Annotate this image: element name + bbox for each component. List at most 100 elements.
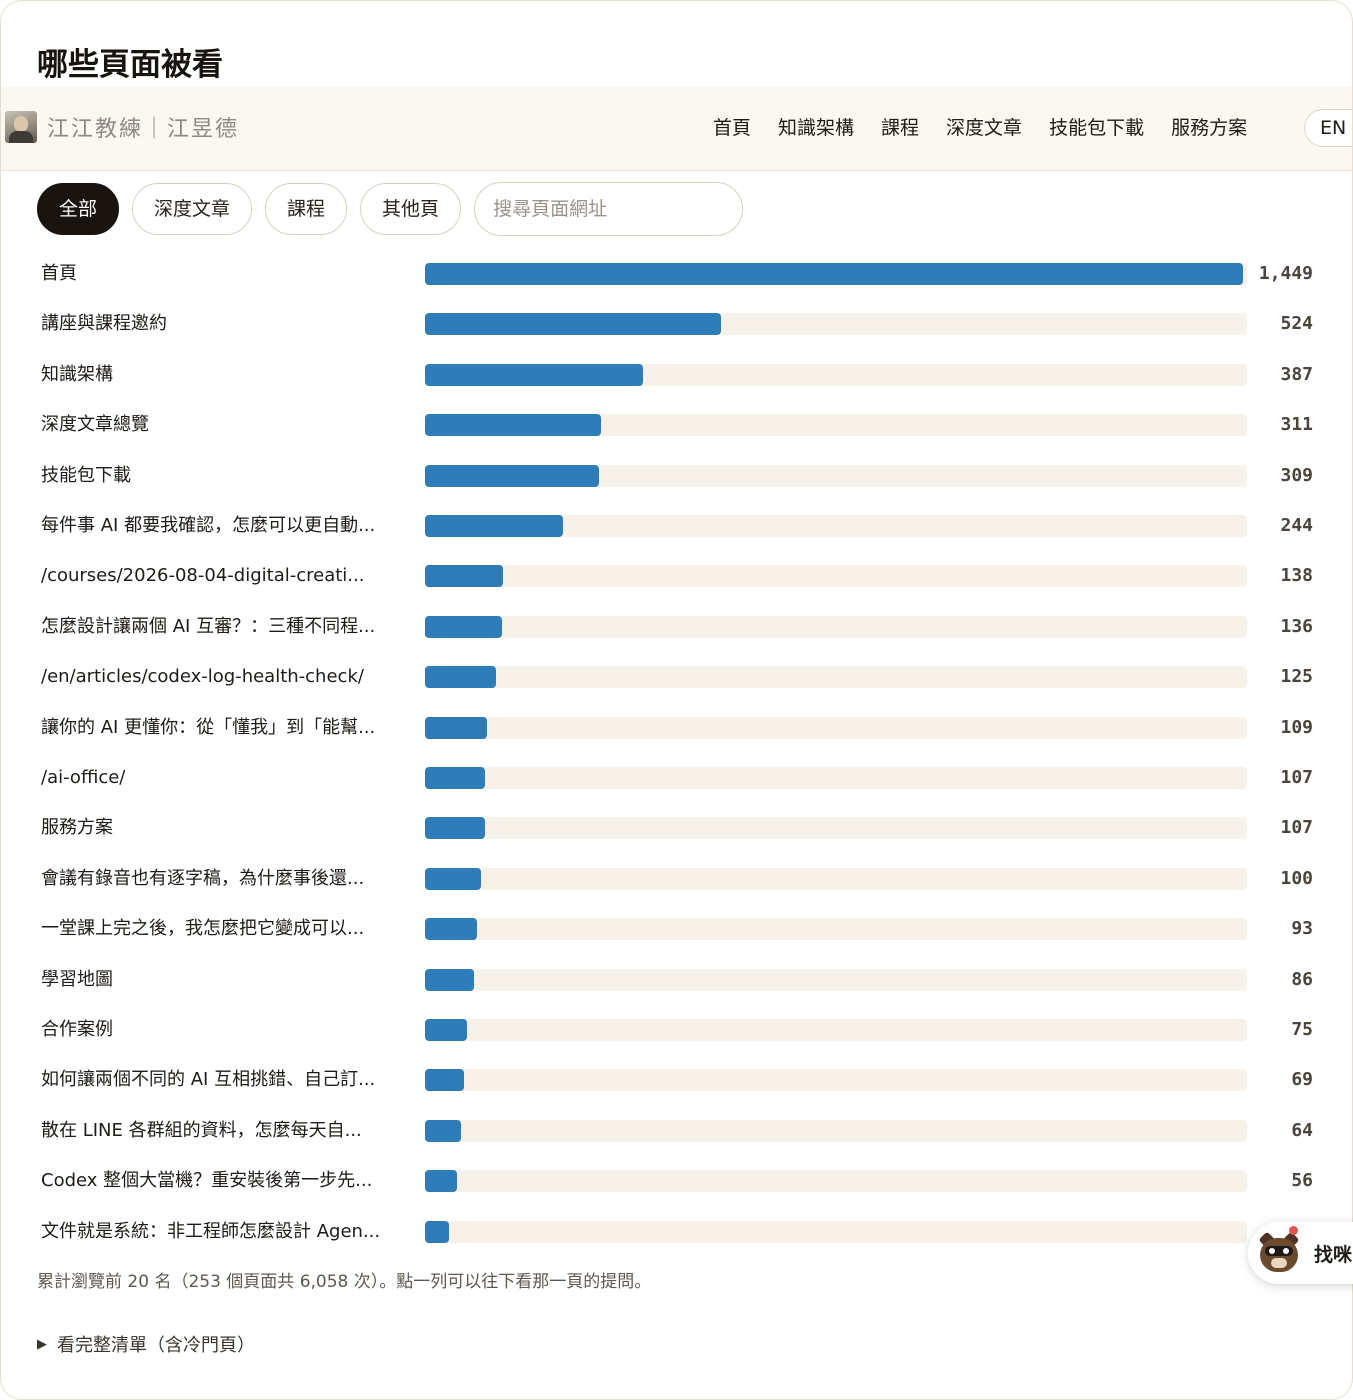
row-label: 服務方案 <box>41 817 113 839</box>
nav-link-articles[interactable]: 深度文章 <box>946 117 1023 139</box>
bar-track <box>425 1220 1247 1243</box>
full-list-toggle[interactable]: ▶ 看完整清單（含冷門頁） <box>37 1331 255 1357</box>
bar <box>425 968 474 991</box>
bar-track <box>425 615 1247 638</box>
table-row[interactable]: Codex 整個大當機？重安裝後第一步先... 56 <box>1 1156 1352 1206</box>
table-row[interactable]: 技能包下載 309 <box>1 451 1352 501</box>
table-row[interactable]: 會議有錄音也有逐字稿，為什麼事後還... 100 <box>1 854 1352 904</box>
filter-chip-other[interactable]: 其他頁 <box>360 183 462 235</box>
bar-track <box>425 1019 1247 1041</box>
language-toggle-button[interactable]: EN <box>1304 109 1352 147</box>
row-value: 244 <box>1280 515 1313 536</box>
filter-chip-all[interactable]: 全部 <box>37 183 120 235</box>
bar-track <box>425 363 1247 386</box>
row-value: 138 <box>1280 565 1313 587</box>
nav-link-services[interactable]: 服務方案 <box>1171 117 1248 139</box>
row-label: 散在 LINE 各群組的資料，怎麼每天自... <box>41 1119 362 1141</box>
table-row[interactable]: /courses/2026-08-04-digital-creati... 138 <box>1 551 1352 601</box>
bar-track <box>425 817 1247 840</box>
row-value: 109 <box>1280 716 1313 738</box>
raccoon-mascot-icon <box>1256 1230 1302 1276</box>
table-row[interactable]: /en/articles/codex-log-health-check/125 <box>1 652 1352 702</box>
row-label: Codex 整個大當機？重安裝後第一步先... <box>41 1170 373 1192</box>
row-value: 125 <box>1280 666 1313 688</box>
bar <box>425 867 482 890</box>
filter-chip-courses[interactable]: 課程 <box>265 183 348 235</box>
table-row[interactable]: 知識架構 387 <box>1 350 1352 400</box>
avatar-icon <box>5 111 37 143</box>
bar <box>425 1069 464 1092</box>
row-label: 文件就是系統：非工程師怎麼設計 Agen... <box>41 1220 381 1242</box>
bar-track <box>425 1170 1247 1193</box>
bar <box>425 1119 462 1142</box>
bar <box>425 918 478 941</box>
table-row[interactable]: 散在 LINE 各群組的資料，怎麼每天自... 64 <box>1 1106 1352 1156</box>
filter-chip-articles[interactable]: 深度文章 <box>132 183 253 235</box>
table-row[interactable]: 首頁 1,449 <box>1 249 1352 299</box>
table-row[interactable]: 怎麼設計讓兩個 AI 互審？：三種不同程... 136 <box>1 602 1352 652</box>
table-row[interactable]: 讓你的 AI 更懂你：從「懂我」到「能幫... 109 <box>1 703 1352 753</box>
bar <box>425 767 486 789</box>
bar-track <box>425 968 1247 991</box>
table-row[interactable]: 每件事 AI 都要我確認，怎麼可以更自動... 244 <box>1 501 1352 551</box>
row-label: 首頁 <box>41 263 77 284</box>
row-value: 107 <box>1280 767 1313 788</box>
row-value: 69 <box>1291 1069 1313 1091</box>
search-input[interactable] <box>474 182 744 236</box>
bar-track <box>425 263 1247 285</box>
nav-link-courses[interactable]: 課程 <box>881 117 920 139</box>
bar-track <box>425 1069 1247 1092</box>
row-label: /ai-office/ <box>41 767 126 788</box>
row-value: 107 <box>1280 817 1313 839</box>
site-header-preview: 江江教練｜江昱德 首頁 知識架構 課程 深度文章 技能包下載 服務方案 EN <box>1 87 1352 171</box>
bar-track <box>425 313 1247 336</box>
row-value: 1,449 <box>1258 263 1313 284</box>
notification-dot-icon <box>1289 1226 1298 1235</box>
bar-track <box>425 565 1247 588</box>
row-value: 64 <box>1291 1119 1313 1141</box>
bar-track <box>425 867 1247 890</box>
bar <box>425 313 721 336</box>
row-label: 學習地圖 <box>41 968 113 990</box>
row-label: 技能包下載 <box>41 464 131 486</box>
table-row[interactable]: 服務方案 107 <box>1 803 1352 853</box>
bar <box>425 1220 449 1243</box>
row-label: /courses/2026-08-04-digital-creati... <box>41 565 365 587</box>
bar-track <box>425 918 1247 941</box>
bar <box>425 414 601 437</box>
table-row[interactable]: /ai-office/107 <box>1 753 1352 803</box>
nav-link-knowledge[interactable]: 知識架構 <box>778 117 855 139</box>
bar <box>425 1170 457 1193</box>
nav-link-skills[interactable]: 技能包下載 <box>1049 117 1145 139</box>
brand[interactable]: 江江教練｜江昱德 <box>5 111 239 143</box>
bar-track <box>425 515 1247 537</box>
table-row[interactable]: 講座與課程邀約 524 <box>1 299 1352 349</box>
table-row[interactable]: 文件就是系統：非工程師怎麼設計 Agen... <box>1 1207 1352 1257</box>
row-label: 每件事 AI 都要我確認，怎麼可以更自動... <box>41 515 376 536</box>
row-value: 56 <box>1291 1170 1313 1192</box>
bar-track <box>425 414 1247 437</box>
nav-link-home[interactable]: 首頁 <box>713 117 752 139</box>
table-row[interactable]: 一堂課上完之後，我怎麼把它變成可以... 93 <box>1 904 1352 954</box>
bar <box>425 515 563 537</box>
caret-right-icon: ▶ <box>37 1336 47 1352</box>
bar <box>425 615 502 638</box>
row-label: 知識架構 <box>41 363 113 385</box>
row-value: 86 <box>1291 968 1313 990</box>
helper-chat-button[interactable]: 找咪 <box>1248 1222 1353 1284</box>
row-label: 深度文章總覽 <box>41 414 149 436</box>
bar <box>425 716 487 739</box>
bar <box>425 817 486 840</box>
bar-track <box>425 666 1247 689</box>
table-row[interactable]: 如何讓兩個不同的 AI 互相挑錯、自己訂... 69 <box>1 1055 1352 1105</box>
bar <box>425 464 600 487</box>
row-value: 93 <box>1291 918 1313 940</box>
bar <box>425 363 644 386</box>
bar <box>425 263 1243 285</box>
bar <box>425 666 496 689</box>
table-row[interactable]: 合作案例 75 <box>1 1005 1352 1055</box>
row-label: 合作案例 <box>41 1019 113 1040</box>
table-row[interactable]: 學習地圖 86 <box>1 955 1352 1005</box>
table-row[interactable]: 深度文章總覽 311 <box>1 400 1352 450</box>
